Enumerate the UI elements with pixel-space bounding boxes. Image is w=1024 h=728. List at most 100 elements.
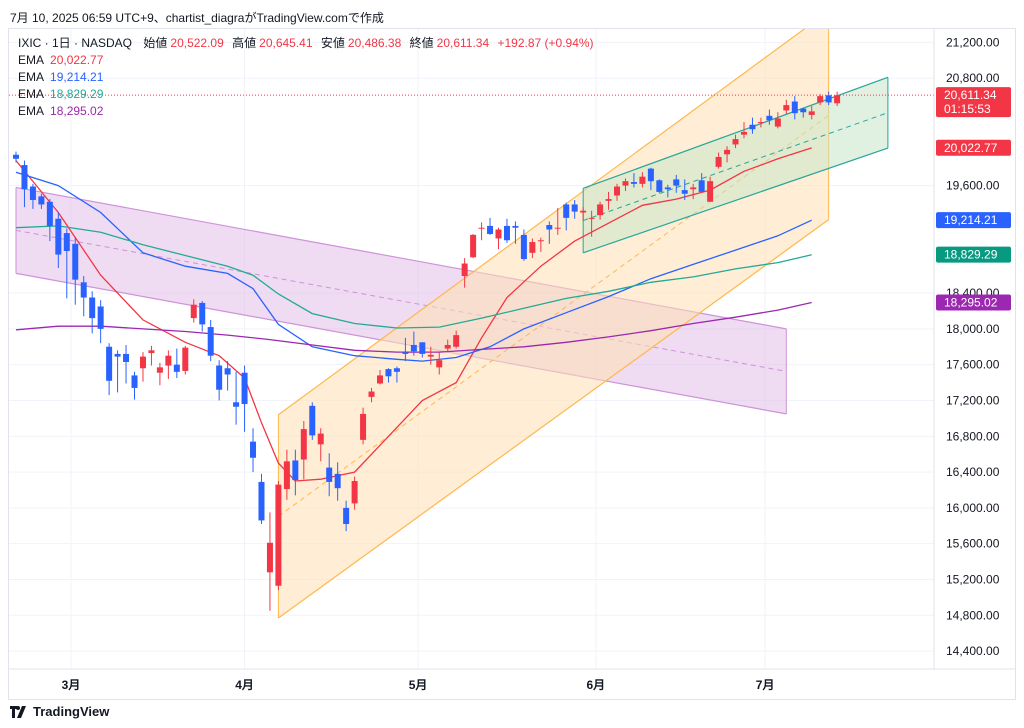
candle-body[interactable] bbox=[156, 367, 163, 373]
candle-body[interactable] bbox=[444, 344, 451, 349]
candle-body[interactable] bbox=[563, 204, 570, 218]
ema-legend-item[interactable]: EMA 19,214.21 bbox=[18, 69, 594, 86]
candle-body[interactable] bbox=[622, 181, 629, 186]
candle-body[interactable] bbox=[275, 484, 282, 586]
candle-body[interactable] bbox=[427, 354, 434, 357]
candle-body[interactable] bbox=[292, 460, 299, 481]
candle-body[interactable] bbox=[757, 122, 764, 124]
price-chart[interactable]: 14,400.00 14,800.00 15,200.00 15,600.00 16,0… bbox=[9, 29, 1015, 699]
candle-body[interactable] bbox=[571, 204, 578, 212]
candle-body[interactable] bbox=[55, 218, 62, 255]
candle-body[interactable] bbox=[470, 234, 477, 258]
candle-body[interactable] bbox=[800, 108, 807, 113]
candle-body[interactable] bbox=[614, 186, 621, 196]
candle-body[interactable] bbox=[165, 355, 172, 366]
candle-body[interactable] bbox=[783, 105, 790, 111]
candle-body[interactable] bbox=[724, 149, 731, 155]
candle-body[interactable] bbox=[207, 327, 214, 356]
candle-body[interactable] bbox=[343, 507, 350, 524]
candle-body[interactable] bbox=[224, 368, 231, 375]
channel-upper-line[interactable] bbox=[278, 29, 828, 416]
candle-body[interactable] bbox=[410, 344, 417, 352]
channel-lower-line[interactable] bbox=[582, 147, 889, 254]
ema-line[interactable] bbox=[15, 171, 812, 362]
candle-body[interactable] bbox=[478, 227, 485, 229]
candle-body[interactable] bbox=[402, 352, 409, 354]
candle-body[interactable] bbox=[46, 201, 53, 226]
candle-body[interactable] bbox=[72, 243, 79, 280]
candle-body[interactable] bbox=[360, 413, 367, 440]
candle-body[interactable] bbox=[419, 342, 426, 354]
candle-body[interactable] bbox=[258, 481, 265, 521]
candle-body[interactable] bbox=[639, 176, 646, 184]
candle-body[interactable] bbox=[774, 118, 781, 127]
candle-body[interactable] bbox=[38, 196, 45, 205]
candle-body[interactable] bbox=[89, 297, 96, 319]
candle-body[interactable] bbox=[453, 335, 460, 347]
candle-body[interactable] bbox=[740, 131, 747, 135]
candle-body[interactable] bbox=[123, 353, 130, 362]
candle-body[interactable] bbox=[376, 375, 383, 384]
candle-body[interactable] bbox=[334, 473, 341, 489]
candle-body[interactable] bbox=[698, 180, 705, 192]
candle-body[interactable] bbox=[487, 225, 494, 234]
candle-body[interactable] bbox=[80, 282, 87, 298]
ema-legend-item[interactable]: EMA 18,295.02 bbox=[18, 103, 594, 120]
candle-body[interactable] bbox=[106, 346, 113, 381]
candle-body[interactable] bbox=[351, 481, 358, 504]
candle-body[interactable] bbox=[808, 111, 815, 115]
candle-body[interactable] bbox=[309, 405, 316, 436]
candle-body[interactable] bbox=[283, 461, 290, 490]
candle-body[interactable] bbox=[647, 168, 654, 182]
price-tag[interactable] bbox=[936, 139, 1011, 156]
candle-body[interactable] bbox=[190, 304, 197, 319]
candle-body[interactable] bbox=[216, 365, 223, 390]
ema-line[interactable] bbox=[15, 225, 812, 329]
candle-body[interactable] bbox=[250, 441, 257, 458]
ema-line[interactable] bbox=[15, 301, 812, 353]
candle-body[interactable] bbox=[588, 217, 595, 219]
candle-body[interactable] bbox=[393, 368, 400, 372]
candle-body[interactable] bbox=[537, 240, 544, 242]
candle-body[interactable] bbox=[715, 157, 722, 167]
channel-lower-line[interactable] bbox=[278, 219, 829, 619]
ema-line[interactable] bbox=[15, 147, 812, 482]
candle-body[interactable] bbox=[233, 402, 240, 407]
last-price-tag[interactable] bbox=[936, 87, 1011, 118]
price-tag[interactable] bbox=[936, 246, 1011, 263]
channel-fill[interactable] bbox=[583, 77, 888, 253]
candle-body[interactable] bbox=[97, 306, 104, 329]
candle-body[interactable] bbox=[520, 234, 527, 260]
candle-body[interactable] bbox=[681, 190, 688, 194]
candle-body[interactable] bbox=[791, 101, 798, 114]
candle-body[interactable] bbox=[114, 353, 121, 357]
candle-body[interactable] bbox=[436, 360, 443, 368]
candle-body[interactable] bbox=[664, 187, 671, 190]
tradingview-footer[interactable]: TradingView bbox=[10, 704, 109, 719]
symbol-label[interactable]: IXIC · 1日 · NASDAQ bbox=[18, 36, 133, 50]
candle-body[interactable] bbox=[131, 375, 138, 388]
chart-area[interactable]: 14,400.00 14,800.00 15,200.00 15,600.00 16,0… bbox=[8, 28, 1016, 700]
candle-body[interactable] bbox=[21, 165, 28, 190]
candle-body[interactable] bbox=[13, 154, 19, 159]
candle-body[interactable] bbox=[749, 124, 756, 130]
candle-body[interactable] bbox=[605, 199, 612, 201]
price-tag[interactable] bbox=[936, 212, 1011, 229]
candle-body[interactable] bbox=[461, 263, 468, 277]
candle-body[interactable] bbox=[690, 187, 697, 190]
candle-body[interactable] bbox=[707, 181, 714, 202]
candle-body[interactable] bbox=[29, 186, 36, 200]
candle-body[interactable] bbox=[173, 364, 180, 372]
ema-legend-item[interactable]: EMA 20,022.77 bbox=[18, 52, 594, 69]
candle-body[interactable] bbox=[182, 347, 189, 371]
candle-body[interactable] bbox=[732, 139, 739, 145]
candle-body[interactable] bbox=[656, 180, 663, 192]
ema-legend-item[interactable]: EMA 18,829.29 bbox=[18, 86, 594, 103]
candle-body[interactable] bbox=[326, 467, 333, 482]
candle-body[interactable] bbox=[673, 179, 680, 186]
candle-body[interactable] bbox=[495, 229, 502, 239]
price-tag[interactable] bbox=[936, 294, 1011, 311]
candle-body[interactable] bbox=[529, 242, 536, 253]
candle-body[interactable] bbox=[503, 225, 510, 241]
candle-body[interactable] bbox=[63, 233, 70, 251]
